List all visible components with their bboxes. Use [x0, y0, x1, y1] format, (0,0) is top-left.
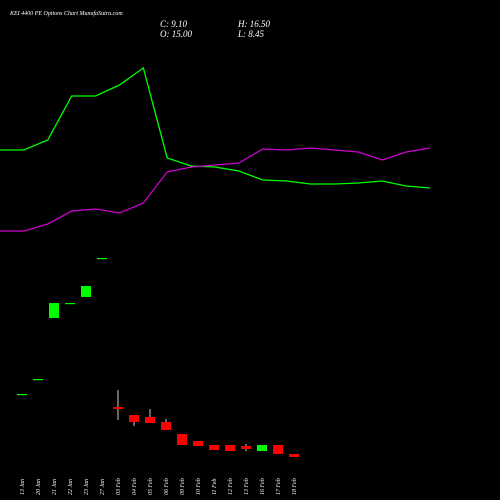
x-tick-label: 21 Jan: [52, 479, 58, 495]
x-tick-label: 18 Feb: [292, 478, 298, 495]
x-tick-label: 10 Feb: [196, 478, 202, 495]
candle-body: [161, 422, 171, 430]
x-tick-label: 06 Feb: [164, 478, 170, 495]
candle-body: [193, 441, 203, 446]
candle-body: [33, 379, 43, 381]
x-tick-label: 03 Feb: [116, 478, 122, 495]
x-tick-label: 13 Jan: [20, 479, 26, 495]
candle-body: [129, 415, 139, 422]
x-tick-label: 04 Feb: [131, 478, 138, 495]
x-tick-label: 20 Jan: [36, 479, 42, 495]
x-tick-label: 16 Feb: [260, 478, 266, 495]
chart-title: KEI 4400 PE Options Chart MunafaSutra.co…: [9, 10, 123, 17]
candle-body: [81, 286, 91, 297]
x-tick-label: 23 Jan: [84, 479, 90, 495]
stat-high: H: 16.50: [237, 19, 270, 29]
candle-body: [257, 445, 267, 451]
candle-body: [145, 417, 155, 423]
candle-body: [289, 454, 299, 457]
candle-body: [209, 445, 219, 450]
candle-body: [177, 434, 187, 445]
stat-low: L: 8.45: [237, 29, 265, 39]
x-tick-label: 09 Feb: [180, 478, 186, 495]
candle-body: [273, 445, 283, 454]
x-tick-label: 27 Jan: [100, 479, 106, 495]
x-tick-label: 17 Feb: [276, 478, 282, 495]
candle-body: [17, 394, 27, 396]
indicator-line: [0, 147, 431, 232]
x-tick-label: 05 Feb: [148, 478, 154, 495]
indicator-line: [0, 66, 431, 189]
candle-body: [49, 303, 59, 318]
candle-body: [97, 258, 107, 260]
candle-body: [241, 446, 251, 449]
candle-body: [225, 445, 235, 451]
x-tick-label: 22 Jan: [68, 479, 74, 495]
x-tick-label: 13 Feb: [244, 478, 250, 495]
candle-body: [65, 303, 75, 305]
x-tick-label: 11 Feb: [212, 479, 218, 495]
stat-close: C: 9.10: [160, 19, 188, 29]
stat-open: O: 15.00: [160, 29, 192, 39]
candle-body: [113, 407, 123, 409]
x-tick-label: 12 Feb: [228, 478, 234, 495]
